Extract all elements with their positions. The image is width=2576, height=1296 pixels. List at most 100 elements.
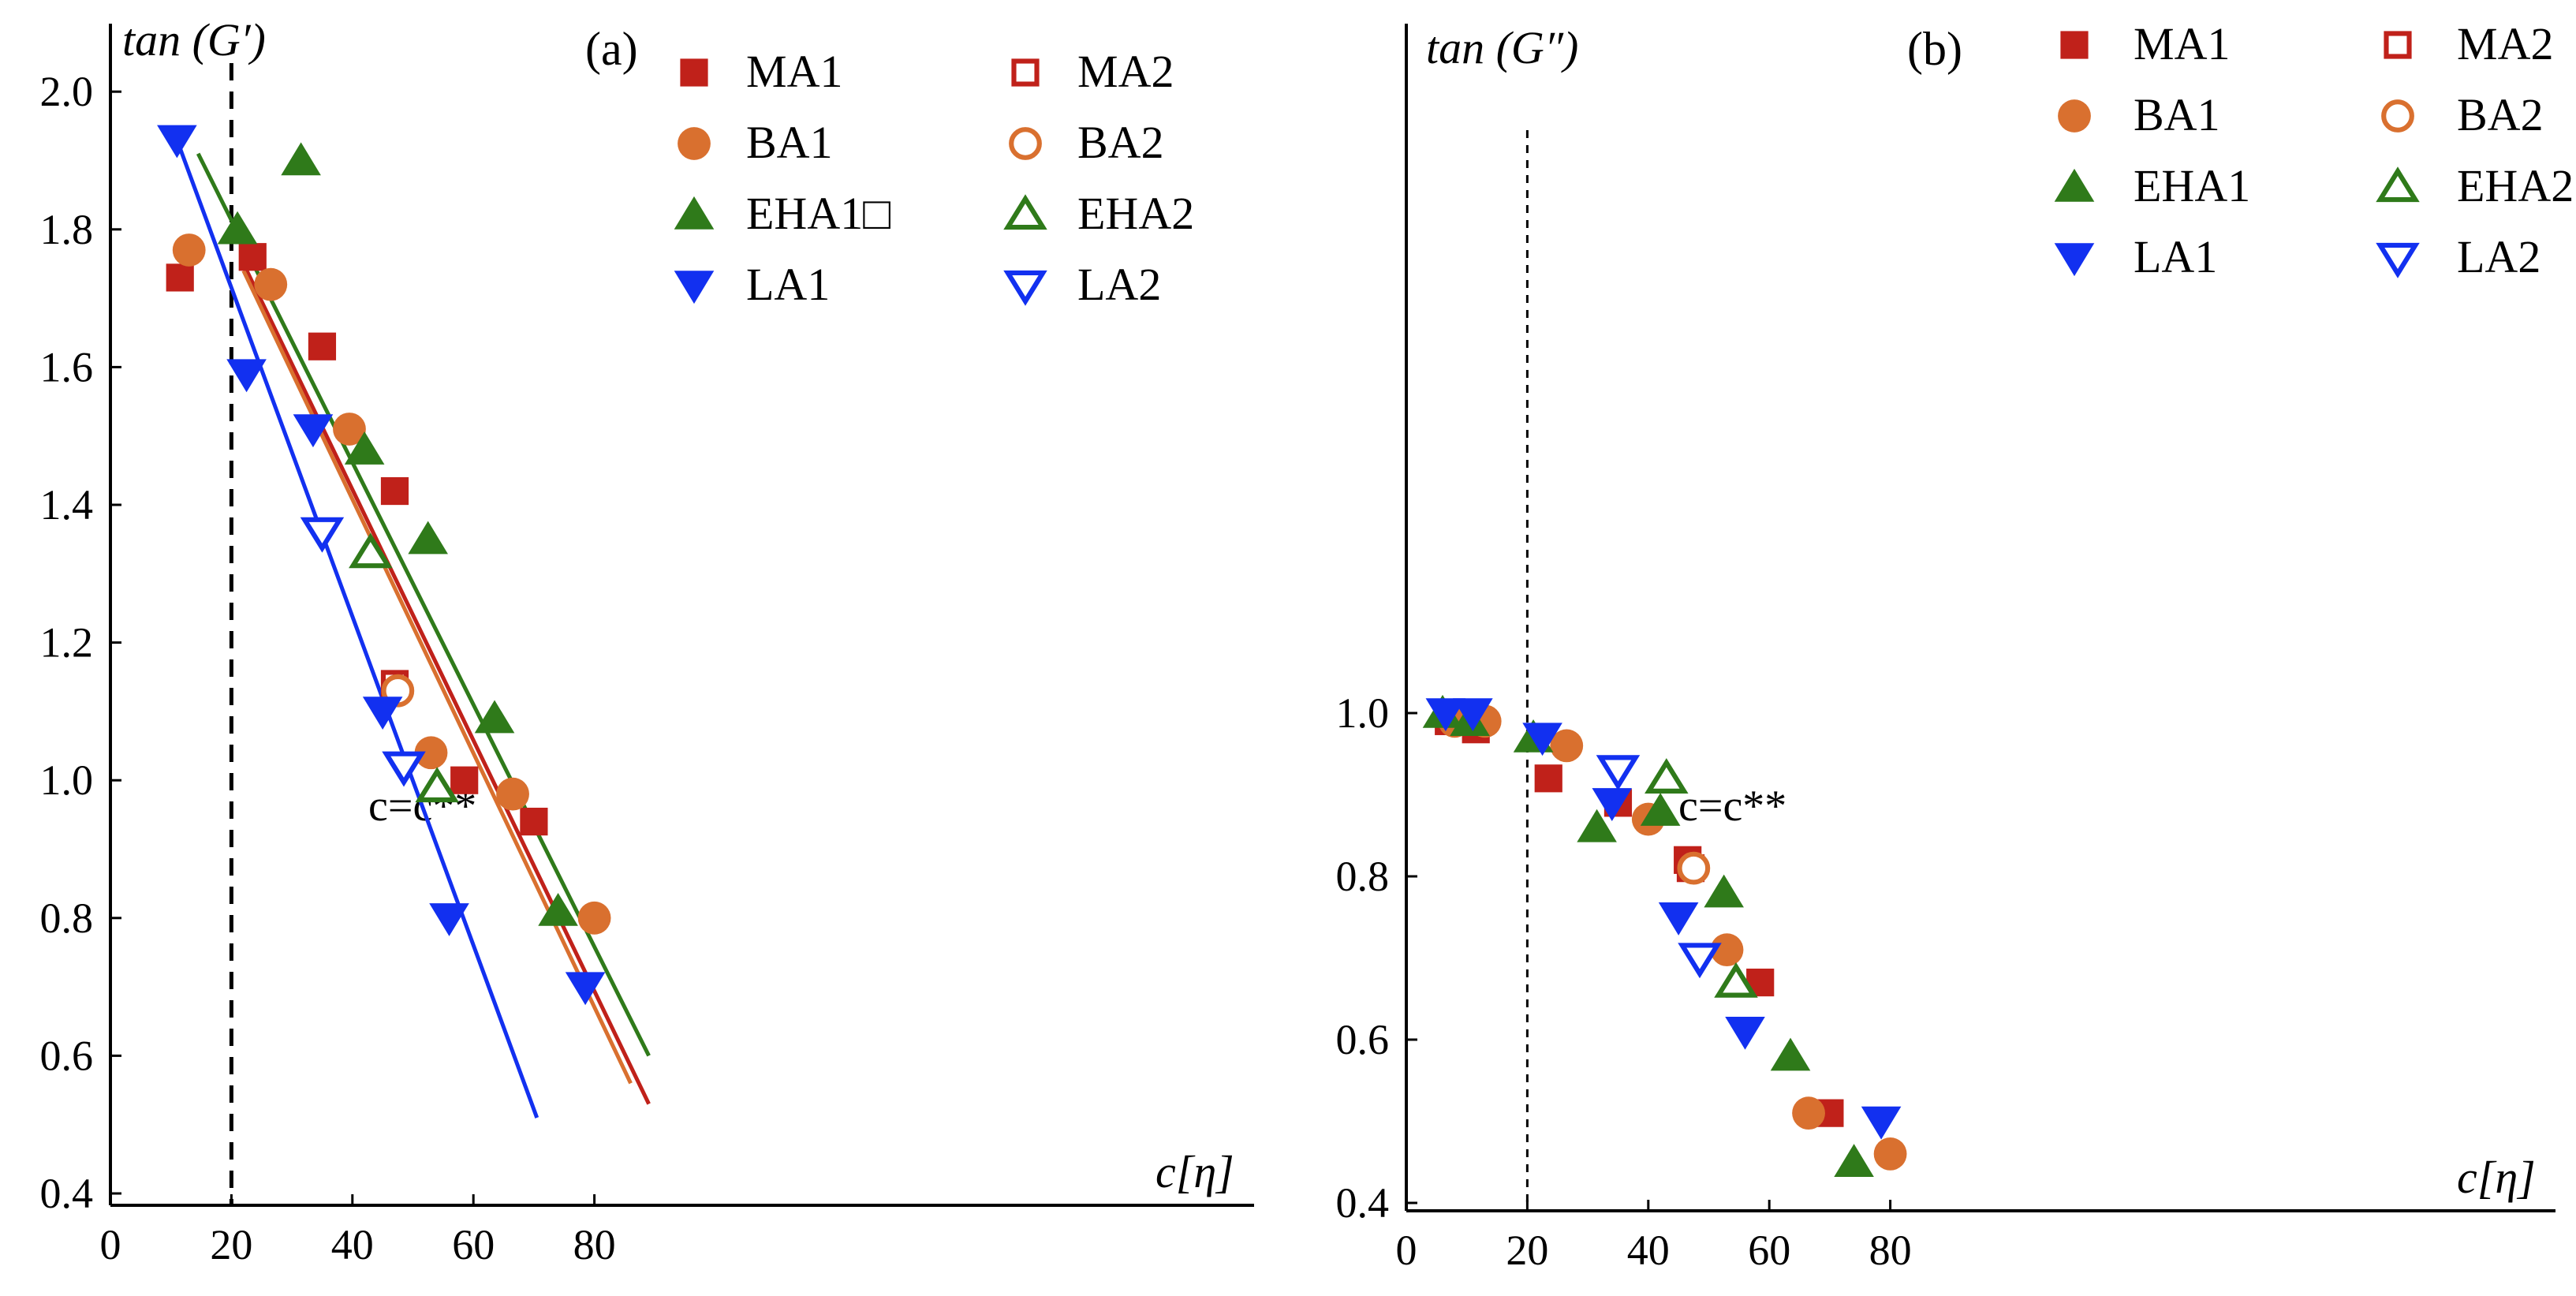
legend-label-eha1: EHA1□: [746, 188, 890, 239]
x-tick-label: 0: [1396, 1227, 1417, 1274]
data-point-la1: [1725, 1016, 1765, 1050]
panel-a-label: (a): [585, 23, 638, 75]
data-point-la1: [1658, 902, 1699, 936]
legend-label-la1: LA1: [746, 259, 830, 310]
data-point-eha1: [474, 700, 515, 734]
legend-label-la2: LA2: [1077, 259, 1161, 310]
data-point-ba2: [1677, 851, 1711, 885]
y-tick-label: 1.6: [40, 343, 94, 390]
legend-label-ma2: MA2: [1077, 46, 1174, 97]
data-point-la2: [300, 517, 345, 553]
panel-b: 0.4 0.6 0.8 1.0 0 20 40 60 80 tan (G″) c[η] (b)…: [1336, 18, 2574, 1274]
panel-b-annotation: c=c**: [1678, 782, 1786, 831]
data-point-la1: [1425, 698, 1466, 732]
legend-label-ba2: BA2: [1077, 117, 1164, 168]
panel-b-x-axis-title: c[η]: [2457, 1152, 2536, 1203]
data-point-ma1: [450, 766, 479, 794]
data-point-la1: [1592, 788, 1633, 821]
legend-marker-ma1: [2060, 31, 2089, 59]
x-tick-label: 40: [1627, 1227, 1670, 1274]
legend-marker-la1: [674, 271, 715, 304]
data-point-ba1: [1792, 1096, 1825, 1130]
legend-marker-la2: [1003, 270, 1047, 306]
y-tick-label: 2.0: [40, 68, 94, 115]
data-point-ba1: [333, 413, 366, 446]
data-point-eha1: [538, 892, 578, 926]
panel-a-y-axis-title: tan (G′): [122, 14, 266, 65]
panel-b-legend: MA1 BA1 EHA1 LA1 MA2 BA2 EHA2 LA2: [2054, 18, 2574, 282]
data-point-la1: [1453, 698, 1493, 732]
data-point-ba1: [414, 736, 448, 770]
legend-label-ma2: MA2: [2457, 18, 2553, 69]
y-tick-label: 1.8: [40, 206, 94, 253]
panel-a-legend: MA1 BA1 EHA1□ LA1 MA2 BA2 EHA2 LA2: [674, 46, 1194, 310]
fit-line-ma-fit: [241, 263, 651, 1105]
panel-b-data-points: [1422, 694, 1907, 1177]
legend-marker-eha1: [674, 196, 715, 230]
data-point-eha1: [344, 431, 385, 465]
data-point-eha2: [1714, 962, 1758, 998]
data-point-ma1: [308, 332, 337, 360]
data-point-eha2: [1645, 758, 1689, 794]
legend-label-ba1: BA1: [2134, 89, 2220, 140]
x-tick-label: 60: [1748, 1227, 1790, 1274]
data-point-ba1: [1550, 729, 1584, 763]
legend-label-ba2: BA2: [2457, 89, 2544, 140]
fit-line-la-fit: [175, 139, 539, 1119]
legend-label-eha2: EHA2: [1077, 188, 1194, 239]
legend-label-ba1: BA1: [746, 117, 833, 168]
data-point-la2: [1678, 943, 1722, 979]
data-point-la1: [1861, 1106, 1902, 1140]
data-point-eha1: [1770, 1037, 1811, 1071]
x-tick-label: 80: [573, 1221, 616, 1268]
data-point-eha1: [281, 142, 321, 176]
data-point-ma1: [380, 476, 409, 506]
data-point-ma1: [1534, 764, 1562, 793]
x-tick-label: 0: [100, 1221, 121, 1268]
data-point-la1: [293, 414, 334, 448]
x-tick-label: 40: [331, 1221, 374, 1268]
y-tick-label: 0.4: [1336, 1179, 1390, 1227]
legend-label-la1: LA1: [2134, 231, 2217, 282]
y-tick-label: 0.6: [40, 1032, 94, 1079]
data-point-ba1: [577, 901, 611, 935]
data-point-ma1: [520, 807, 548, 836]
data-point-eha1: [1577, 809, 1617, 842]
data-point-eha1: [1640, 793, 1681, 826]
panel-a-y-ticks: 0.4 0.6 0.8 1.0 1.2 1.4 1.6 1.8 2.0: [40, 68, 121, 1217]
panel-b-y-ticks: 0.4 0.6 0.8 1.0: [1336, 689, 1417, 1227]
x-tick-label: 20: [210, 1221, 252, 1268]
legend-marker-eha2: [2376, 166, 2420, 203]
data-point-eha2: [415, 767, 459, 803]
panel-b-x-ticks: 0 20 40 60 80: [1396, 1200, 1912, 1274]
panel-a-fit-lines: [175, 139, 651, 1119]
legend-marker-eha2: [1003, 194, 1047, 230]
y-tick-label: 1.0: [40, 756, 94, 804]
data-point-la1: [565, 972, 606, 1006]
data-point-eha1: [1704, 874, 1744, 908]
legend-marker-ba1: [2058, 99, 2091, 133]
y-tick-label: 0.8: [40, 895, 94, 942]
panel-b-label: (b): [1907, 23, 1962, 75]
data-point-la2: [382, 751, 426, 787]
legend-marker-ma2: [1011, 58, 1040, 87]
data-point-ba1: [496, 777, 529, 811]
data-point-ba1: [172, 233, 206, 267]
data-point-la2: [1596, 755, 1641, 791]
legend-label-ma1: MA1: [746, 46, 842, 97]
data-point-eha2: [349, 532, 393, 569]
panel-a: 0.4 0.6 0.8 1.0 1.2 1.4 1.6 1.8 2.0 0 20 40 60 80 ta…: [40, 14, 1254, 1268]
legend-marker-la1: [2054, 243, 2095, 277]
y-tick-label: 1.2: [40, 619, 94, 667]
legend-marker-ma1: [680, 58, 708, 87]
data-point-ba1: [254, 267, 288, 301]
x-tick-label: 80: [1869, 1227, 1912, 1274]
y-tick-label: 1.4: [40, 481, 94, 528]
data-point-eha1: [1834, 1144, 1874, 1177]
legend-marker-eha1: [2054, 168, 2095, 202]
legend-label-eha2: EHA2: [2457, 160, 2574, 211]
legend-label-eha1: EHA1: [2134, 160, 2250, 211]
data-point-la1: [226, 359, 267, 393]
y-tick-label: 0.4: [40, 1170, 94, 1217]
y-tick-label: 0.8: [1336, 853, 1390, 900]
